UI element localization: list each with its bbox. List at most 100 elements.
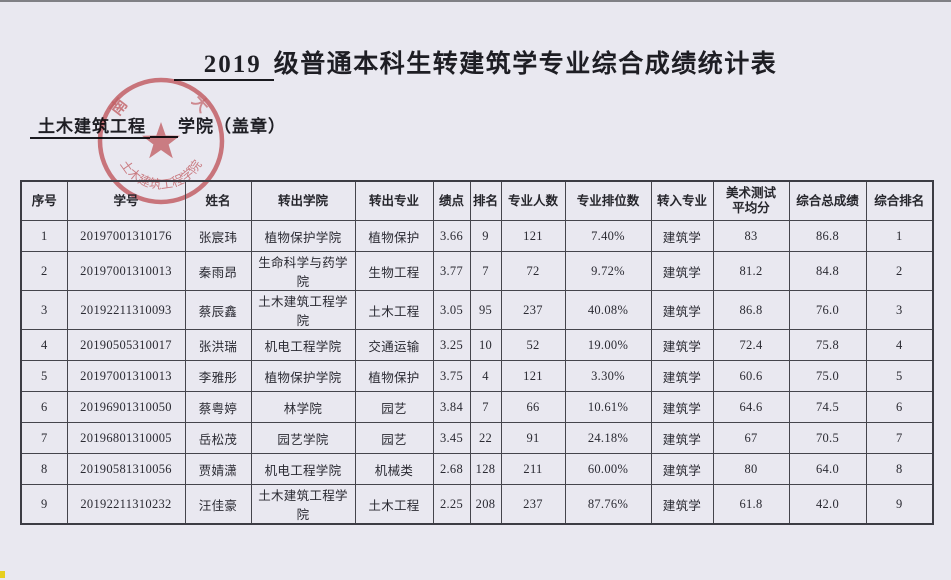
table-cell: 植物保护学院: [250, 360, 356, 392]
table-cell: 91: [500, 422, 566, 454]
table-cell: 4: [20, 329, 68, 361]
table-cell: 李雅彤: [184, 360, 252, 392]
table-cell: 121: [500, 360, 566, 392]
header-gpa: 绩点: [432, 180, 471, 221]
table-cell: 3.77: [432, 251, 471, 291]
table-cell: 6: [865, 391, 934, 423]
table-cell: 7: [20, 422, 68, 454]
table-cell: 9: [20, 484, 68, 525]
table-cell: 9: [469, 220, 502, 252]
table-cell: 81.2: [712, 251, 790, 291]
table-cell: 20196801310005: [66, 422, 186, 454]
table-cell: 121: [500, 220, 566, 252]
table-cell: 汪佳豪: [184, 484, 252, 525]
table-cell: 20197001310013: [66, 360, 186, 392]
table-cell: 4: [469, 360, 502, 392]
table-cell: 7.40%: [564, 220, 652, 252]
title-year-underlined: 2019: [173, 51, 274, 81]
table-cell: 20190505310017: [66, 329, 186, 361]
header-from-college: 转出学院: [250, 180, 356, 221]
table-row: 9 20192211310232 汪佳豪 土木建筑工程学院 土木工程 2.25 208 237…: [20, 484, 934, 525]
table-cell: 蔡辰鑫: [184, 290, 252, 330]
table-cell: 张洪瑞: [184, 329, 252, 361]
college-name: 土木建筑工程: [30, 117, 150, 139]
table-cell: 建筑学: [650, 360, 714, 392]
table-cell: 植物保护: [354, 220, 434, 252]
table-cell: 42.0: [788, 484, 867, 525]
table-cell: 机电工程学院: [250, 453, 356, 485]
table-cell: 建筑学: [650, 422, 714, 454]
table-cell: 128: [469, 453, 502, 485]
table-cell: 3.45: [432, 422, 471, 454]
header-art-test-avg: 美术测试 平均分: [712, 180, 790, 221]
table-header-row: 序号 学号 姓名 转出学院 转出专业 绩点 排名 专业人数 专业排位数 转入专业…: [20, 180, 934, 221]
header-total-score: 综合总成绩: [788, 180, 867, 221]
table-cell: 建筑学: [650, 484, 714, 525]
table-cell: 72.4: [712, 329, 790, 361]
page-title: 2019 级普通本科生转建筑学专业综合成绩统计表: [0, 44, 951, 81]
table-cell: 10.61%: [564, 391, 652, 423]
table-cell: 75.8: [788, 329, 867, 361]
table-cell: 3: [20, 290, 68, 330]
table-cell: 95: [469, 290, 502, 330]
table-cell: 70.5: [788, 422, 867, 454]
table-cell: 建筑学: [650, 453, 714, 485]
header-student-id: 学号: [66, 180, 186, 221]
table-cell: 建筑学: [650, 329, 714, 361]
table-cell: 3.66: [432, 220, 471, 252]
table-cell: 80: [712, 453, 790, 485]
table-cell: 10: [469, 329, 502, 361]
header-major-percentile: 专业排位数: [564, 180, 652, 221]
scan-artifact-top-edge: [0, 0, 951, 2]
table-row: 7 20196801310005 岳松茂 园艺学院 园艺 3.45 22 91 24.18% 建筑…: [20, 422, 934, 454]
table-cell: 208: [469, 484, 502, 525]
table-cell: 52: [500, 329, 566, 361]
table-cell: 9.72%: [564, 251, 652, 291]
header-to-major: 转入专业: [650, 180, 714, 221]
table-cell: 8: [20, 453, 68, 485]
table-cell: 76.0: [788, 290, 867, 330]
table-cell: 土木工程: [354, 290, 434, 330]
table-cell: 64.0: [788, 453, 867, 485]
table-cell: 3.75: [432, 360, 471, 392]
table-cell: 岳松茂: [184, 422, 252, 454]
table-cell: 20192211310093: [66, 290, 186, 330]
table-cell: 园艺学院: [250, 422, 356, 454]
table-cell: 20197001310176: [66, 220, 186, 252]
table-cell: 建筑学: [650, 391, 714, 423]
college-underline-gap: [150, 119, 178, 138]
table-cell: 61.8: [712, 484, 790, 525]
table-cell: 22: [469, 422, 502, 454]
header-rank: 排名: [469, 180, 502, 221]
table-cell: 4: [865, 329, 934, 361]
table-cell: 蔡粤婷: [184, 391, 252, 423]
header-name: 姓名: [184, 180, 252, 221]
table-cell: 7: [469, 251, 502, 291]
table-cell: 土木建筑工程学院: [250, 290, 356, 330]
table-cell: 土木建筑工程学院: [250, 484, 356, 525]
table-cell: 建筑学: [650, 220, 714, 252]
table-cell: 20196901310050: [66, 391, 186, 423]
table-cell: 8: [865, 453, 934, 485]
table-cell: 园艺: [354, 422, 434, 454]
table-cell: 19.00%: [564, 329, 652, 361]
table-cell: 64.6: [712, 391, 790, 423]
table-row: 5 20197001310013 李雅彤 植物保护学院 植物保护 3.75 4 121 3.30…: [20, 360, 934, 392]
table-cell: 3: [865, 290, 934, 330]
table-cell: 贾婧潇: [184, 453, 252, 485]
score-table: 序号 学号 姓名 转出学院 转出专业 绩点 排名 专业人数 专业排位数 转入专业…: [20, 180, 934, 525]
table-cell: 86.8: [712, 290, 790, 330]
table-cell: 生命科学与药学院: [250, 251, 356, 291]
table-cell: 建筑学: [650, 251, 714, 291]
table-cell: 机械类: [354, 453, 434, 485]
table-cell: 72: [500, 251, 566, 291]
header-overall-rank: 综合排名: [865, 180, 934, 221]
header-from-major: 转出专业: [354, 180, 434, 221]
table-cell: 83: [712, 220, 790, 252]
table-cell: 2.68: [432, 453, 471, 485]
table-cell: 87.76%: [564, 484, 652, 525]
table-cell: 66: [500, 391, 566, 423]
table-cell: 6: [20, 391, 68, 423]
table-cell: 1: [20, 220, 68, 252]
table-body: 1 20197001310176 张宸玮 植物保护学院 植物保护 3.66 9 121 7.40…: [20, 220, 934, 525]
